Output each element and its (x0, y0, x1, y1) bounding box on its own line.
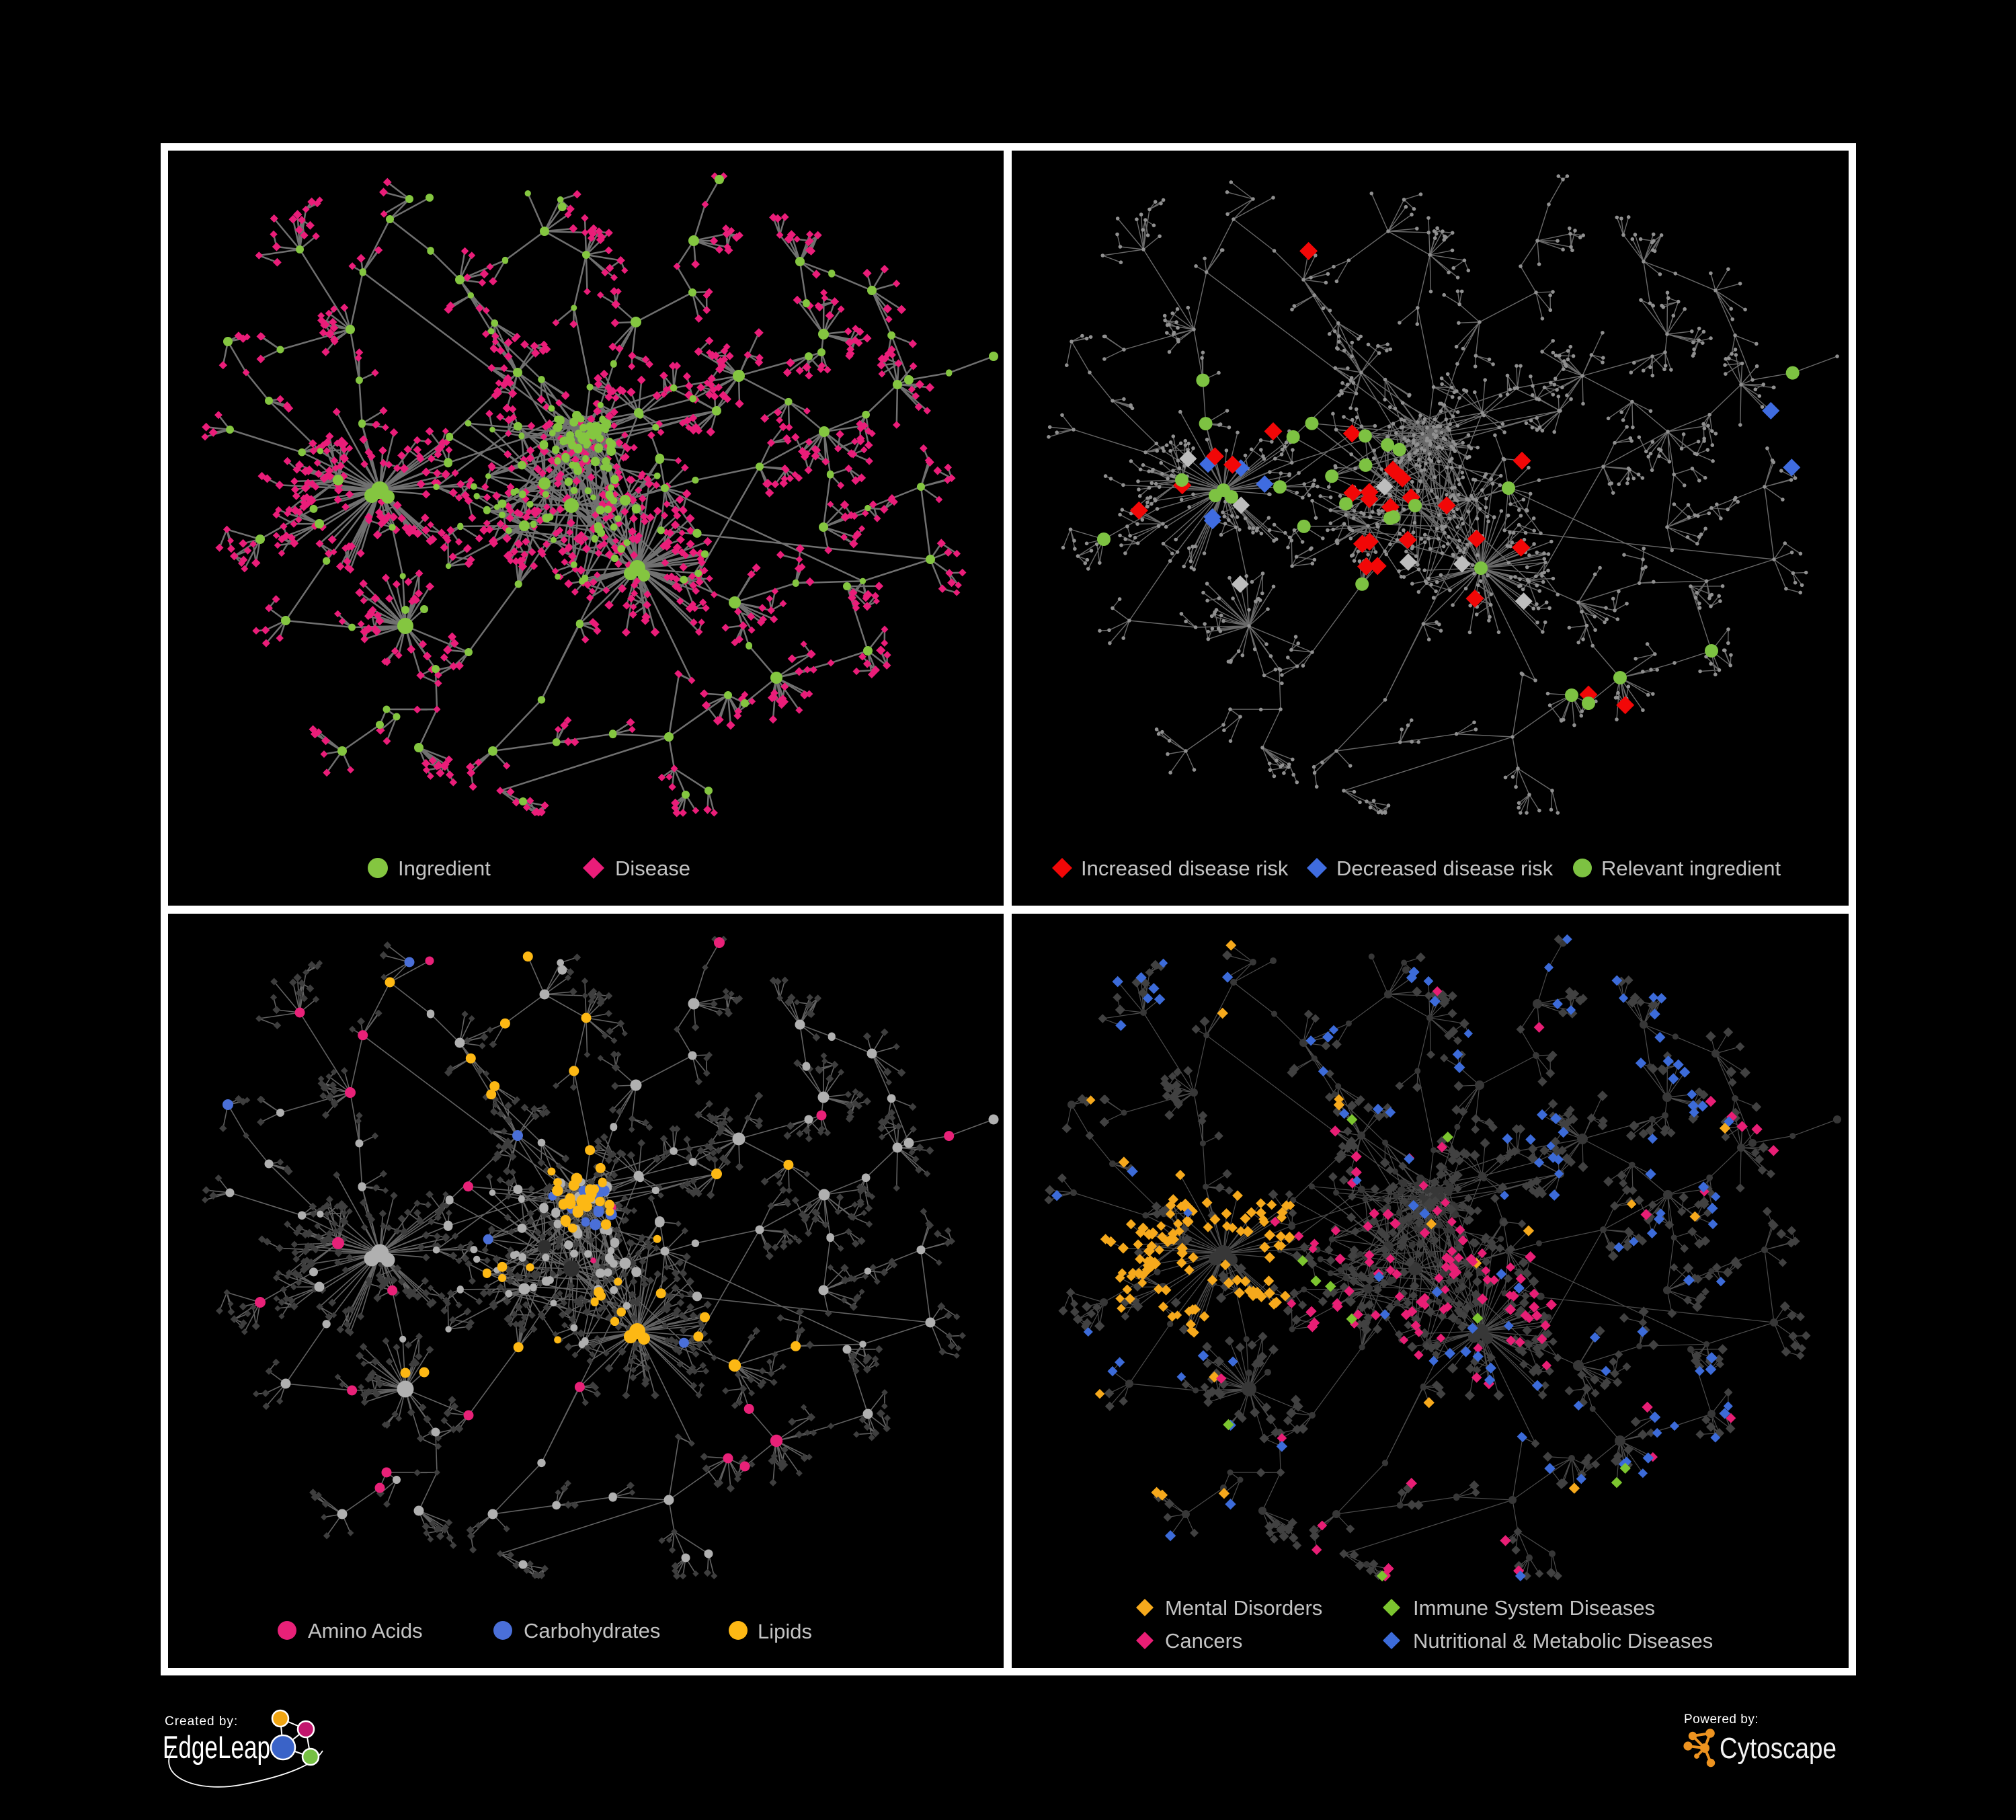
svg-text:Lipids: Lipids (758, 1620, 812, 1643)
svg-text:Ingredient: Ingredient (398, 857, 491, 880)
svg-text:Created by:: Created by: (165, 1714, 238, 1729)
svg-text:Mental Disorders: Mental Disorders (1165, 1596, 1322, 1620)
svg-text:Nutritional & Metabolic Diseas: Nutritional & Metabolic Diseases (1413, 1629, 1713, 1653)
svg-text:Disease: Disease (615, 857, 690, 880)
svg-text:Increased disease risk: Increased disease risk (1081, 857, 1289, 880)
svg-text:Amino Acids: Amino Acids (308, 1619, 423, 1643)
svg-text:EdgeLeap: EdgeLeap (163, 1729, 270, 1765)
svg-text:Carbohydrates: Carbohydrates (524, 1619, 660, 1643)
svg-text:Powered by:: Powered by: (1684, 1712, 1759, 1727)
svg-text:Cancers: Cancers (1165, 1629, 1242, 1653)
svg-text:Cytoscape: Cytoscape (1720, 1732, 1837, 1765)
svg-text:Decreased disease risk: Decreased disease risk (1336, 857, 1554, 880)
svg-text:Relevant ingredient: Relevant ingredient (1601, 857, 1781, 880)
svg-text:Immune System Diseases: Immune System Diseases (1413, 1596, 1655, 1620)
